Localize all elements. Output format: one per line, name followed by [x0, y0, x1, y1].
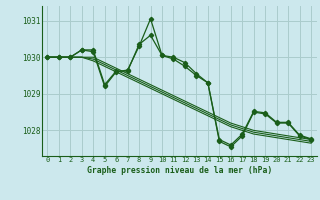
X-axis label: Graphe pression niveau de la mer (hPa): Graphe pression niveau de la mer (hPa) [87, 166, 272, 175]
